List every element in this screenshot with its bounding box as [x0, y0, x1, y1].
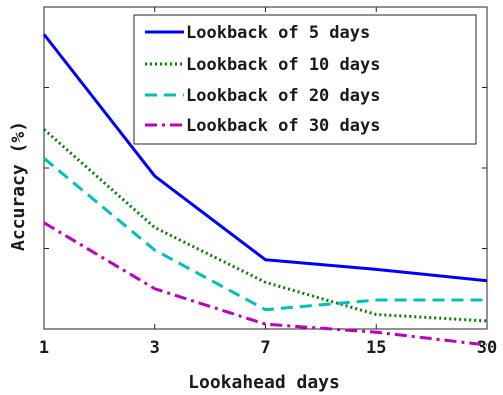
series-line-3 — [43, 157, 487, 312]
y-axis-label: Accuracy (%) — [8, 121, 29, 251]
series-lines — [42, 33, 488, 347]
legend-label: Lookback of 20 days — [186, 86, 380, 106]
series-line-2 — [43, 128, 488, 323]
x-tick-label: 30 — [477, 338, 497, 358]
legend-label: Lookback of 5 days — [186, 23, 370, 43]
x-tick-label: 7 — [260, 338, 270, 358]
x-axis-label: Lookahead days — [188, 372, 340, 393]
series-line-4 — [43, 221, 488, 347]
legend-label: Lookback of 10 days — [186, 55, 380, 75]
x-tick-labels: 1 3 7 15 30 — [39, 338, 497, 358]
x-tick-label: 1 — [39, 338, 49, 358]
legend-box — [133, 14, 477, 145]
legend: Lookback of 5 days Lookback of 10 days Loo… — [133, 14, 477, 145]
x-tick-label: 3 — [150, 338, 160, 358]
series-line-1 — [42, 33, 488, 283]
x-tick-label: 15 — [366, 338, 386, 358]
plot-axes — [43, 6, 488, 330]
legend-label: Lookback of 30 days — [186, 116, 380, 136]
